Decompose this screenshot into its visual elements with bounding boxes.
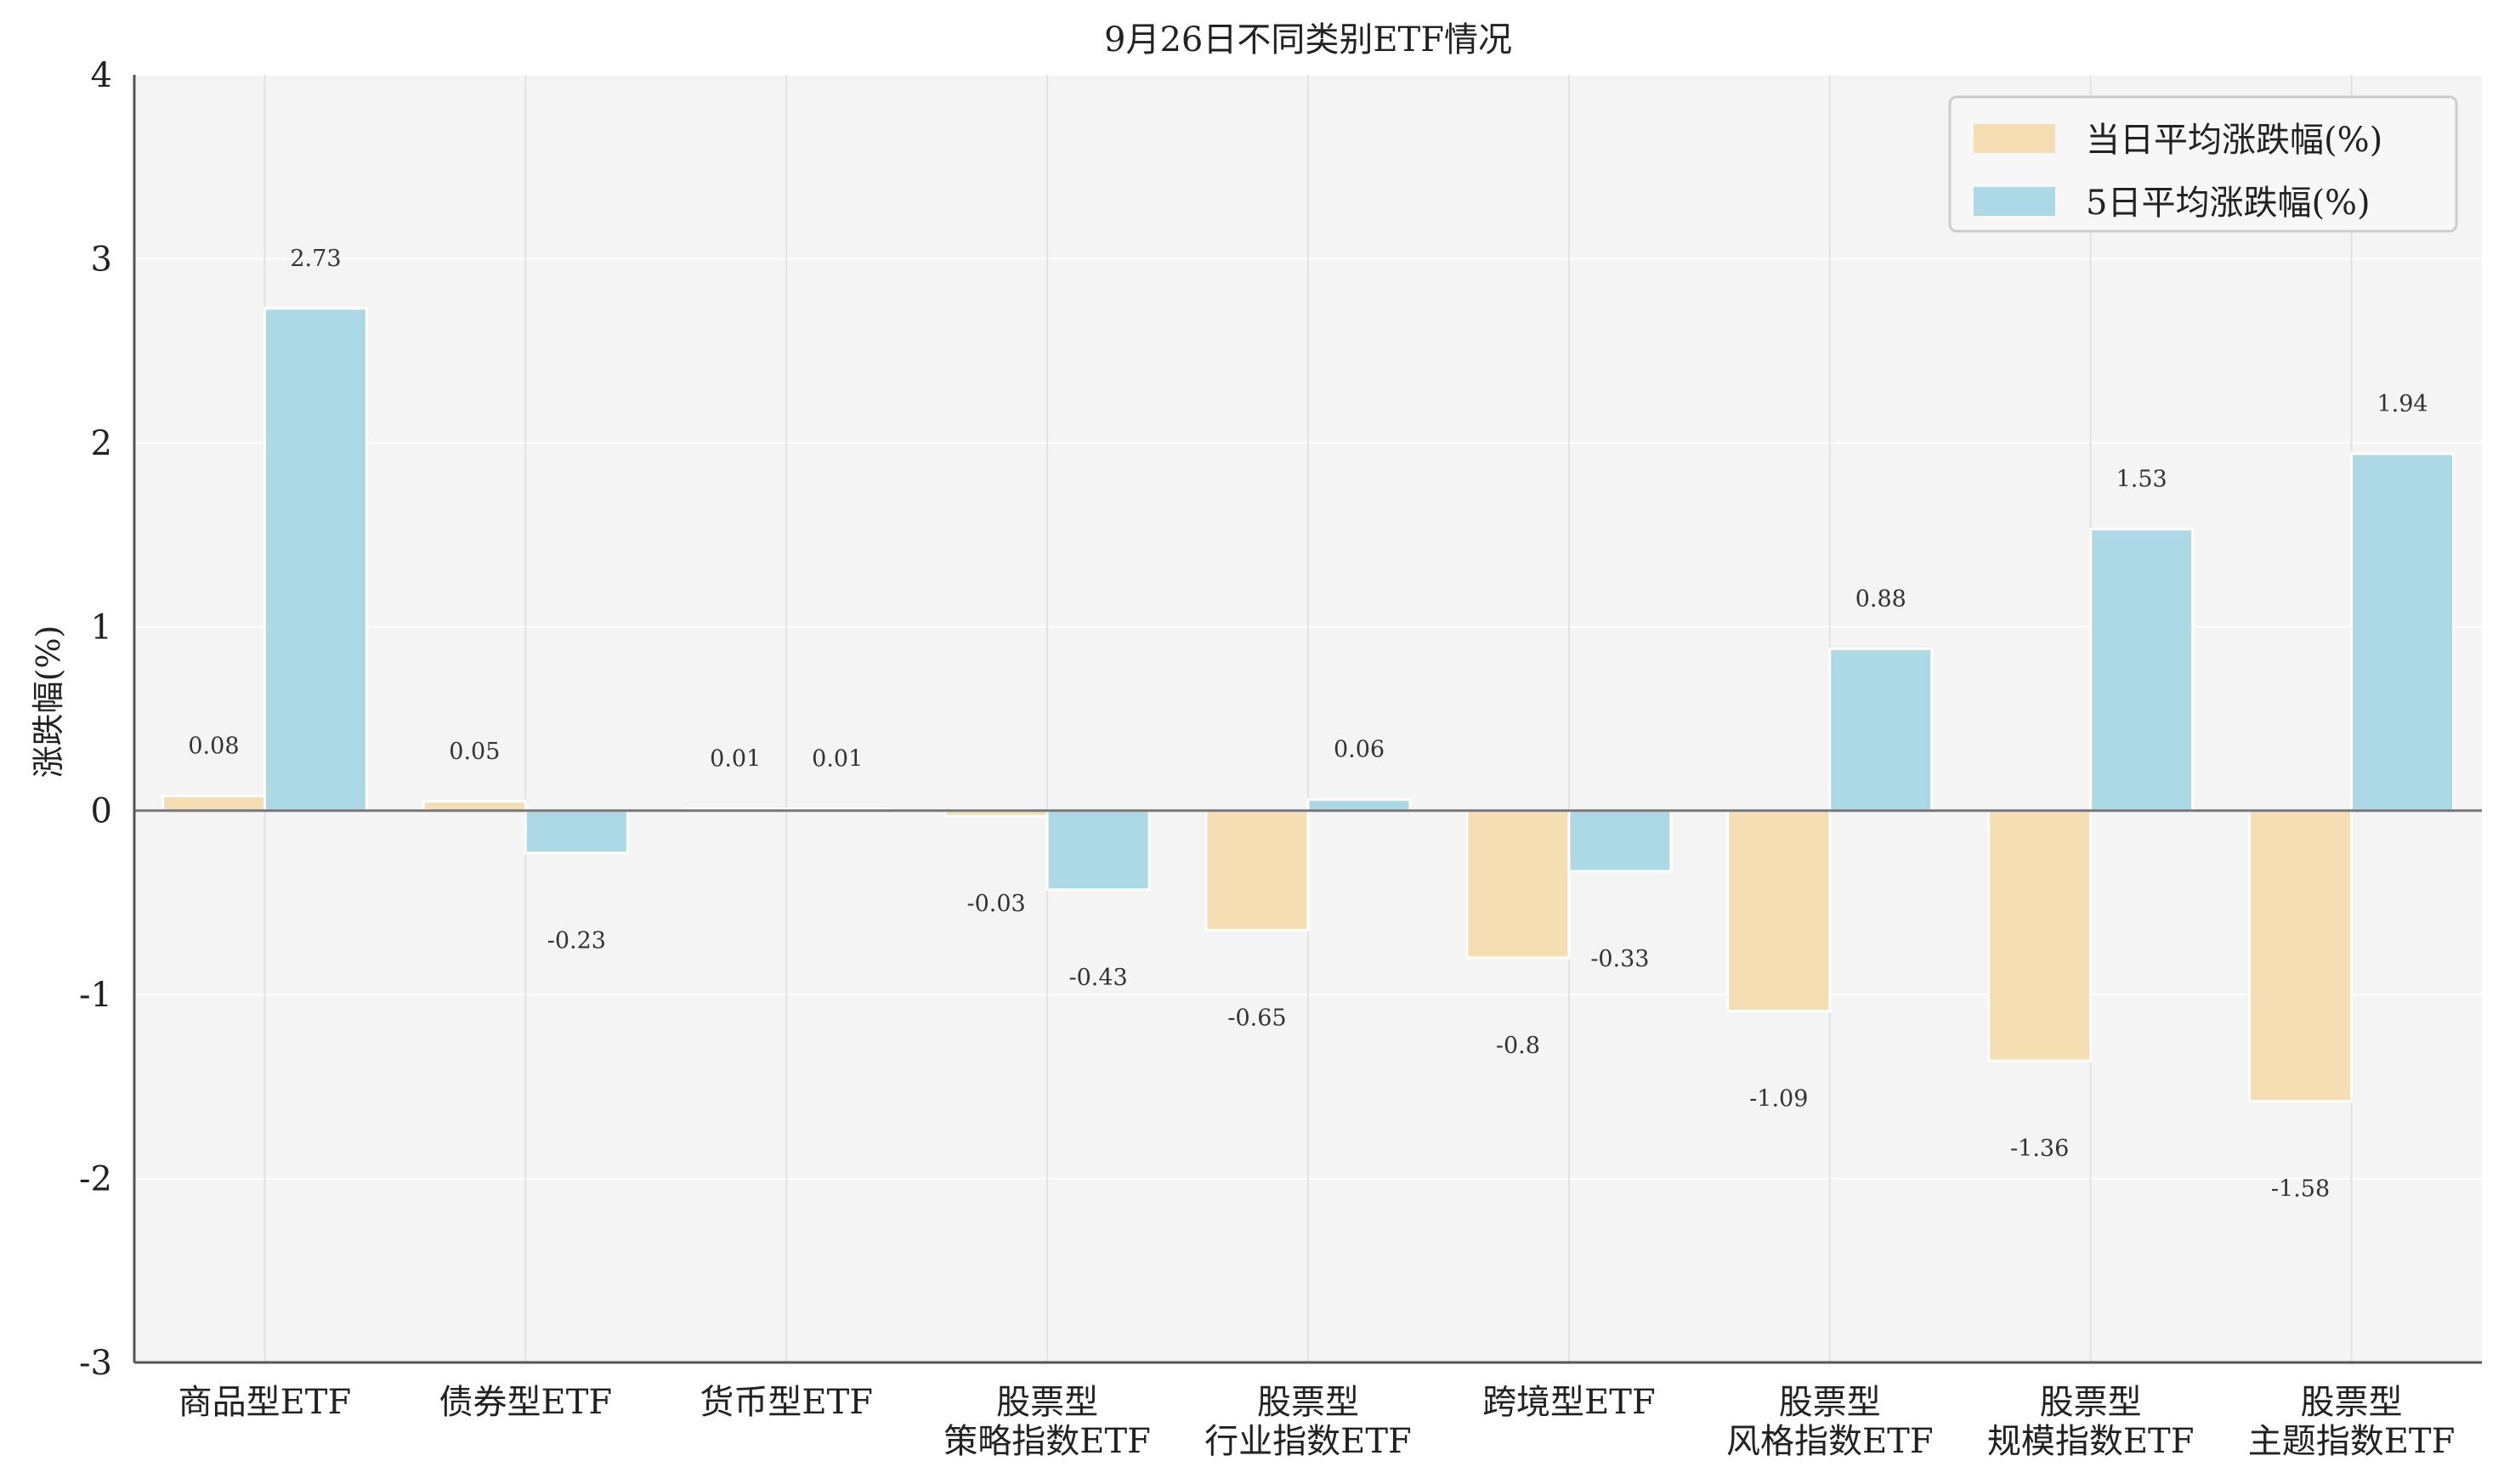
value-label-daily: 0.05 — [449, 739, 500, 765]
bar-5day — [1045, 809, 1151, 892]
bar-daily — [1987, 809, 2093, 1062]
y-tick-label: 3 — [91, 240, 112, 279]
bar-5day — [1306, 798, 1412, 813]
value-label-5day: 2.73 — [290, 246, 341, 272]
value-label-5day: 1.53 — [2116, 467, 2167, 493]
bar-5day — [1567, 809, 1673, 873]
value-label-daily: -1.09 — [1749, 1086, 1808, 1113]
legend-swatch-5day — [1974, 187, 2055, 216]
legend: 当日平均涨跌幅(%) 5日平均涨跌幅(%) — [1948, 95, 2458, 233]
data-labels: 0.08 0.05 0.01 -0.03 -0.65 -0.8 -1.09 -1.36 -1.5… — [188, 246, 2428, 1203]
bar-daily — [1465, 809, 1571, 960]
x-tick-label: 债券型ETF — [439, 1383, 613, 1422]
bar-5day — [263, 307, 368, 813]
legend-box — [1948, 95, 2458, 233]
x-tick-label: 跨境型ETF — [1482, 1383, 1656, 1422]
value-label-5day: -0.23 — [547, 927, 606, 954]
value-label-daily: -0.8 — [1496, 1033, 1540, 1059]
y-tick-label: 1 — [91, 608, 112, 647]
value-label-5day: -0.33 — [1590, 946, 1649, 972]
value-label-daily: -1.58 — [2271, 1176, 2330, 1203]
legend-swatch-daily — [1974, 124, 2055, 153]
y-tick-label: -3 — [79, 1344, 112, 1383]
value-label-daily: -1.36 — [2010, 1136, 2069, 1162]
x-tick-label: 货币型ETF — [700, 1383, 873, 1422]
y-tick-label: -2 — [79, 1160, 112, 1199]
bar-daily — [1204, 809, 1310, 932]
value-label-5day: 0.88 — [1855, 586, 1906, 612]
y-tick-label: 2 — [91, 424, 112, 463]
bar-5day — [524, 809, 629, 854]
value-label-5day: 0.06 — [1334, 737, 1385, 763]
value-label-daily: 0.08 — [188, 733, 239, 759]
bar-5day — [1828, 647, 1934, 813]
value-label-5day: 1.94 — [2377, 391, 2428, 417]
axes — [133, 75, 2482, 1364]
value-label-5day: -0.43 — [1068, 965, 1127, 991]
bar-daily — [1726, 809, 1832, 1013]
bar-daily — [161, 794, 266, 813]
y-tick-label: -1 — [79, 976, 112, 1015]
x-tick-label: 股票型主题指数ETF — [2248, 1383, 2456, 1461]
y-tick-label: 4 — [91, 56, 112, 95]
value-label-daily: -0.03 — [966, 891, 1025, 917]
value-label-daily: -0.65 — [1227, 1005, 1286, 1031]
bar-daily — [2248, 809, 2354, 1103]
value-label-daily: 0.01 — [710, 746, 761, 773]
y-tick-label: 0 — [91, 792, 112, 831]
x-tick-label: 股票型规模指数ETF — [1987, 1383, 2195, 1461]
bar-5day — [2089, 528, 2195, 813]
x-tick-label: 股票型行业指数ETF — [1204, 1383, 1412, 1461]
legend-label-daily: 当日平均涨跌幅(%) — [2086, 121, 2382, 160]
legend-label-5day: 5日平均涨跌幅(%) — [2086, 184, 2371, 223]
y-axis-label: 涨跌幅(%) — [30, 626, 67, 779]
value-label-5day: 0.01 — [812, 746, 863, 773]
x-tick-label: 商品型ETF — [178, 1383, 352, 1422]
bar-daily — [422, 800, 527, 813]
x-tick-label: 股票型风格指数ETF — [1726, 1383, 1934, 1461]
tick-labels: 4 3 2 1 0 -1 -2 -3 商品型ETF 债券型ETF 货币型ETF 股票型策略指数ETF 股… — [79, 56, 2455, 1461]
bar-5day — [2350, 452, 2456, 813]
x-tick-label: 股票型策略指数ETF — [943, 1383, 1151, 1461]
chart-title: 9月26日不同类别ETF情况 — [1104, 20, 1512, 59]
